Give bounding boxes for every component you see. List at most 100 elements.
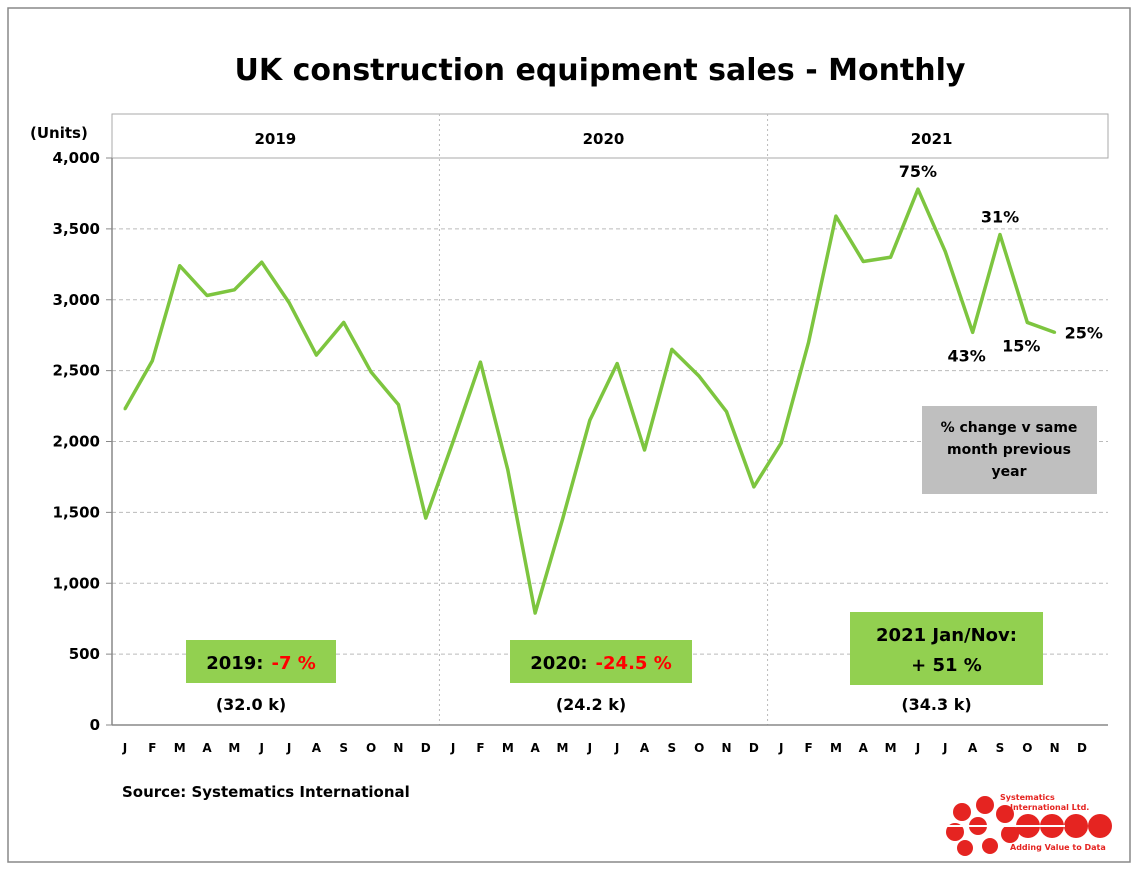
x-tick-label: S bbox=[668, 741, 677, 755]
y-tick-label: 3,000 bbox=[53, 291, 100, 309]
systematics-logo: Systematics International Ltd. Adding Va… bbox=[945, 793, 1112, 856]
x-tick-label: N bbox=[722, 741, 732, 755]
year-label: 2020 bbox=[583, 130, 625, 148]
chart-title: UK construction equipment sales - Monthl… bbox=[235, 53, 966, 88]
x-tick-label: O bbox=[1022, 741, 1032, 755]
annual-total: (34.3 k) bbox=[901, 695, 971, 714]
data-point bbox=[861, 259, 865, 263]
x-tick-label: M bbox=[228, 741, 240, 755]
annual-summary: 2021 Jan/Nov: + 51 % (34.3 k) bbox=[850, 612, 1043, 714]
data-point bbox=[889, 255, 893, 259]
data-point bbox=[588, 418, 592, 422]
data-point bbox=[560, 517, 564, 521]
data-point bbox=[424, 516, 428, 520]
annual-total: (32.0 k) bbox=[216, 695, 286, 714]
data-point bbox=[943, 250, 947, 254]
x-tick-label: N bbox=[1050, 741, 1060, 755]
source-text: Source: Systematics International bbox=[122, 783, 410, 801]
x-tick-label: J bbox=[286, 741, 291, 755]
svg-text:Systematics: Systematics bbox=[1000, 793, 1055, 802]
annual-box bbox=[510, 640, 692, 683]
point-label: 43% bbox=[947, 346, 985, 365]
y-tick-label: 1,000 bbox=[53, 574, 100, 592]
x-tick-label: M bbox=[557, 741, 569, 755]
point-label: 75% bbox=[899, 162, 937, 181]
data-point bbox=[725, 410, 729, 414]
annual-change: 2020: -24.5 % bbox=[530, 653, 671, 674]
x-tick-label: M bbox=[502, 741, 514, 755]
data-point bbox=[205, 293, 209, 297]
x-tick-label: J bbox=[915, 741, 920, 755]
y-tick-label: 2,000 bbox=[53, 433, 100, 451]
y-tick-label: 3,500 bbox=[53, 220, 100, 238]
x-tick-label: A bbox=[640, 741, 650, 755]
x-tick-label: J bbox=[778, 741, 783, 755]
data-point bbox=[779, 441, 783, 445]
x-tick-label: A bbox=[968, 741, 978, 755]
data-point bbox=[998, 233, 1002, 237]
x-tick-label: N bbox=[393, 741, 403, 755]
x-tick-label: J bbox=[942, 741, 947, 755]
year-band bbox=[111, 113, 1109, 159]
data-point bbox=[971, 330, 975, 334]
x-tick-label: J bbox=[258, 741, 263, 755]
data-point bbox=[752, 485, 756, 489]
x-tick-label: F bbox=[148, 741, 156, 755]
x-tick-label: A bbox=[312, 741, 322, 755]
data-point bbox=[260, 260, 264, 264]
data-point bbox=[287, 301, 291, 305]
x-tick-label: A bbox=[530, 741, 540, 755]
x-tick-label: J bbox=[587, 741, 592, 755]
y-tick-label: 2,500 bbox=[53, 362, 100, 380]
y-axis-label: (Units) bbox=[30, 124, 88, 142]
note-text: % change v same month previous year bbox=[941, 420, 1078, 480]
annual-box bbox=[186, 640, 336, 683]
year-label: 2021 bbox=[911, 130, 953, 148]
point-label: 31% bbox=[981, 208, 1019, 227]
annual-label: 2021 Jan/Nov: bbox=[876, 625, 1017, 646]
x-tick-label: S bbox=[339, 741, 348, 755]
annual-total: (24.2 k) bbox=[556, 695, 626, 714]
x-tick-label: A bbox=[859, 741, 869, 755]
data-point bbox=[342, 320, 346, 324]
x-tick-label: F bbox=[476, 741, 484, 755]
annual-box bbox=[850, 612, 1043, 685]
data-point bbox=[834, 214, 838, 218]
data-point bbox=[123, 407, 127, 411]
data-point bbox=[451, 440, 455, 443]
data-point bbox=[232, 288, 236, 292]
data-point bbox=[369, 370, 373, 374]
y-tick-label: 0 bbox=[90, 716, 100, 734]
note-box bbox=[922, 406, 1097, 494]
data-point bbox=[615, 362, 619, 366]
y-tick-label: 4,000 bbox=[53, 149, 100, 167]
x-tick-label: J bbox=[122, 741, 127, 755]
x-tick-label: D bbox=[421, 741, 431, 755]
data-point bbox=[506, 468, 510, 472]
svg-text:International Ltd.: International Ltd. bbox=[1010, 803, 1089, 812]
x-tick-label: D bbox=[1077, 741, 1087, 755]
data-point bbox=[1053, 330, 1057, 334]
x-tick-label: M bbox=[830, 741, 842, 755]
data-point bbox=[314, 353, 318, 357]
y-tick-label: 1,500 bbox=[53, 503, 100, 521]
x-tick-label: J bbox=[614, 741, 619, 755]
svg-text:Adding Value to Data: Adding Value to Data bbox=[1010, 843, 1106, 852]
point-label: 25% bbox=[1065, 323, 1103, 342]
annual-summary: 2019: -7 % (32.0 k) bbox=[186, 640, 336, 714]
annual-summary: 2020: -24.5 % (24.2 k) bbox=[510, 640, 692, 714]
data-point bbox=[396, 403, 400, 407]
data-point bbox=[670, 347, 674, 351]
point-label: 15% bbox=[1002, 336, 1040, 355]
data-point bbox=[478, 360, 482, 364]
data-point bbox=[916, 187, 920, 191]
x-tick-label: O bbox=[694, 741, 704, 755]
data-point bbox=[807, 340, 811, 344]
annual-change: + 51 % bbox=[911, 655, 982, 676]
x-tick-label: M bbox=[885, 741, 897, 755]
data-point bbox=[150, 359, 154, 363]
x-tick-label: O bbox=[366, 741, 376, 755]
x-tick-label: F bbox=[804, 741, 812, 755]
